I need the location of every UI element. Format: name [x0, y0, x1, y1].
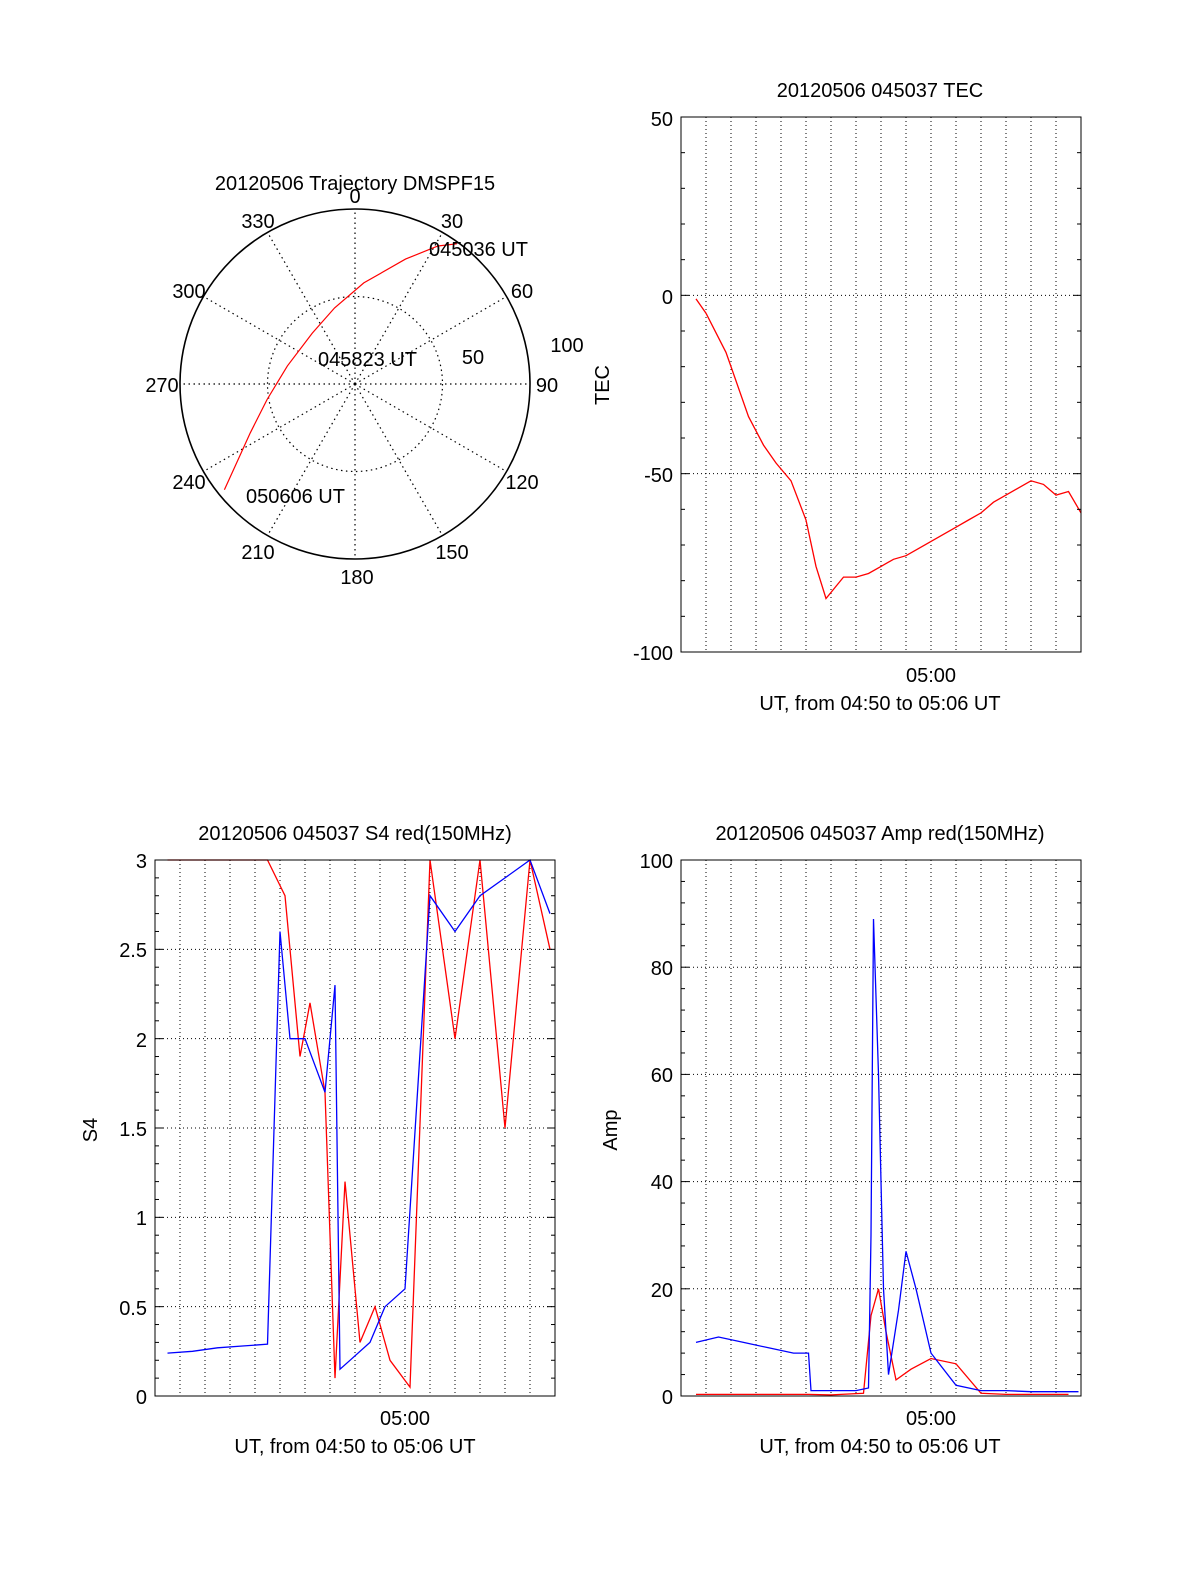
- polar-grid-spoke: [354, 295, 507, 385]
- angle-label: 240: [172, 472, 205, 494]
- y-tick-label: 0: [662, 287, 673, 309]
- angle-label: 30: [441, 211, 463, 233]
- y-axis-label: Amp: [600, 1109, 622, 1150]
- chart-title: 20120506 045037 TEC: [777, 80, 983, 102]
- angle-label: 0: [349, 186, 360, 208]
- plot-grid: [681, 117, 1081, 652]
- tick-marks: [681, 116, 1081, 653]
- tick-marks: [681, 859, 1081, 1397]
- angle-label: 330: [241, 211, 274, 233]
- angle-label: 210: [241, 542, 274, 564]
- y-tick-label: 0: [136, 1387, 147, 1409]
- y-tick-label: 100: [640, 851, 673, 873]
- plot-grid: [681, 860, 1081, 1396]
- series-line: [695, 918, 1079, 1393]
- polar-grid-spoke: [203, 295, 356, 385]
- y-tick-label: 80: [651, 958, 673, 980]
- angle-label: 90: [536, 375, 558, 397]
- series-line: [696, 1288, 1069, 1396]
- trajectory-polar-plot: 20120506 Trajectory DMSPF15 0 30 60 90 1…: [145, 173, 583, 589]
- amp-plot: 20120506 045037 Amp red(150MHz) 100 80 6…: [600, 823, 1082, 1458]
- series-group: [695, 298, 1082, 600]
- y-axis-label: S4: [80, 1118, 102, 1142]
- angle-label: 120: [505, 472, 538, 494]
- tec-plot: 20120506 045037 TEC 50 0 -50 -100 05:00 …: [592, 80, 1082, 715]
- polar-grid-spoke: [203, 383, 356, 473]
- tick-marks: [155, 859, 555, 1397]
- y-tick-label: 60: [651, 1065, 673, 1087]
- y-axis-label: TEC: [592, 365, 614, 405]
- angle-label: 150: [435, 542, 468, 564]
- polar-grid-spoke: [354, 383, 507, 473]
- polar-outer-ring: [179, 208, 531, 560]
- y-tick-label: 40: [651, 1172, 673, 1194]
- chart-title: 20120506 Trajectory DMSPF15: [215, 173, 495, 195]
- y-tick-label: 2.5: [119, 940, 147, 962]
- series-line: [167, 858, 551, 1371]
- angle-label: 270: [145, 375, 178, 397]
- polar-grid-spoke: [266, 383, 356, 536]
- series-line: [695, 298, 1082, 600]
- radius-label: 100: [550, 335, 583, 357]
- polar-grid-circle: [266, 295, 444, 473]
- y-tick-label: 0.5: [119, 1298, 147, 1320]
- x-axis-label: UT, from 04:50 to 05:06 UT: [234, 1436, 475, 1458]
- x-tick-label: 05:00: [906, 665, 956, 687]
- series-group: [167, 858, 551, 1389]
- radius-label: 50: [462, 347, 484, 369]
- y-tick-label: 3: [136, 851, 147, 873]
- chart-title: 20120506 045037 Amp red(150MHz): [715, 823, 1044, 845]
- x-tick-label: 05:00: [906, 1408, 956, 1430]
- trajectory-mid-label: 045823 UT: [318, 349, 417, 371]
- y-tick-label: 1: [136, 1208, 147, 1230]
- polar-grid-spoke: [266, 232, 356, 385]
- trajectory-end-label: 050606 UT: [246, 486, 345, 508]
- s4-plot: 20120506 045037 S4 red(150MHz) 3 2.5 2 1…: [80, 823, 556, 1458]
- polar-grid-spoke: [354, 383, 444, 536]
- plot-grid: [155, 860, 555, 1396]
- y-tick-label: 1.5: [119, 1119, 147, 1141]
- y-tick-label: 20: [651, 1280, 673, 1302]
- series-line: [167, 859, 551, 1389]
- polar-grid-spoke: [354, 232, 444, 385]
- chart-title: 20120506 045037 S4 red(150MHz): [198, 823, 512, 845]
- y-tick-label: 2: [136, 1030, 147, 1052]
- series-group: [695, 918, 1079, 1396]
- y-tick-label: 50: [651, 109, 673, 131]
- plot-frame: [680, 116, 1082, 653]
- trajectory-track: [223, 243, 457, 490]
- plot-frame: [680, 859, 1082, 1397]
- y-tick-label: -100: [633, 643, 673, 665]
- angle-label: 300: [172, 281, 205, 303]
- trajectory-start-label: 045036 UT: [429, 239, 528, 261]
- x-tick-label: 05:00: [380, 1408, 430, 1430]
- y-tick-label: -50: [644, 465, 673, 487]
- y-tick-label: 0: [662, 1387, 673, 1409]
- angle-label: 60: [511, 281, 533, 303]
- x-axis-label: UT, from 04:50 to 05:06 UT: [759, 1436, 1000, 1458]
- angle-label: 180: [340, 567, 373, 589]
- x-axis-label: UT, from 04:50 to 05:06 UT: [759, 693, 1000, 715]
- polar-grid: [180, 209, 530, 559]
